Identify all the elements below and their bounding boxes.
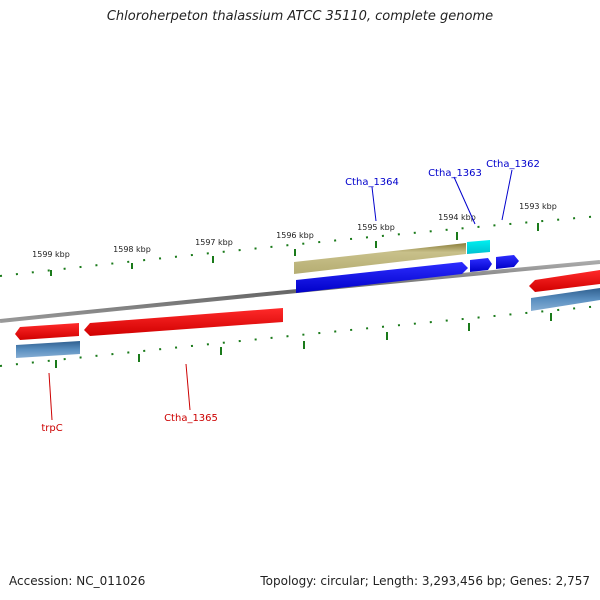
leader-line-ctha-1363 (453, 176, 476, 225)
gene-ctha-1363-rna[interactable] (467, 240, 490, 254)
ruler-label-1594: 1594 kbp (438, 213, 476, 222)
gene-ctha-1364[interactable] (296, 262, 468, 293)
ruler-label-1598: 1598 kbp (113, 245, 151, 254)
gene-ctha-1362[interactable] (496, 255, 519, 269)
accession-text: Accession: NC_011026 (9, 574, 146, 588)
gene-right-reverse-cds[interactable] (531, 288, 600, 311)
gene-trpc[interactable] (15, 323, 79, 340)
leader-line-trpc (48, 372, 53, 421)
gene-label-ctha-1365[interactable]: Ctha_1365 (164, 413, 218, 424)
gene-label-ctha-1362[interactable]: Ctha_1362 (486, 159, 540, 170)
gene-label-ctha-1364[interactable]: Ctha_1364 (345, 177, 399, 188)
ruler-label-1597: 1597 kbp (195, 238, 233, 247)
ruler-label-1595: 1595 kbp (357, 223, 395, 232)
topology-text: Topology: circular; Length: 3,293,456 bp… (260, 574, 590, 588)
ruler-label-1593: 1593 kbp (519, 202, 557, 211)
ruler-label-1596: 1596 kbp (276, 231, 314, 240)
gene-label-ctha-1363[interactable]: Ctha_1363 (428, 168, 482, 179)
gene-ctha-1365[interactable] (84, 308, 283, 336)
gene-trpc-cds[interactable] (16, 341, 80, 358)
map-title: Chloroherpeton thalassium ATCC 35110, co… (106, 9, 494, 24)
lower-ruler (0, 305, 600, 368)
leader-line-ctha-1362 (501, 169, 513, 221)
gene-label-trpc[interactable]: trpC (41, 423, 62, 434)
ruler-label-1599: 1599 kbp (32, 250, 70, 259)
leader-line-ctha-1364 (371, 186, 377, 222)
gene-ctha-1363[interactable] (470, 258, 492, 272)
upper-ruler (0, 215, 600, 277)
gene-right-reverse[interactable] (529, 270, 600, 292)
gene-ctha-1364-rna[interactable] (294, 243, 466, 274)
leader-line-ctha-1365 (185, 363, 191, 411)
